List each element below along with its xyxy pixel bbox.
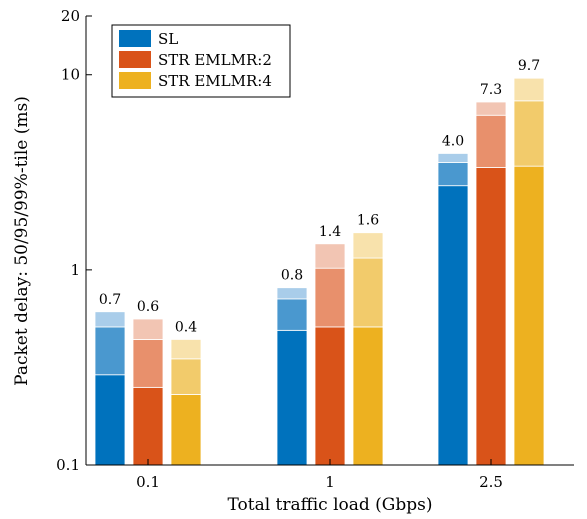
legend: SL STR EMLMR:2 STR EMLMR:4 xyxy=(111,24,291,98)
bar-value-label: 0.6 xyxy=(137,299,159,315)
bar-value-label: 1.6 xyxy=(357,213,379,229)
legend-swatch xyxy=(119,51,151,68)
x-tick-label: 2.5 xyxy=(479,473,503,491)
bar-segment-p50 xyxy=(475,167,507,466)
bar-value-label: 0.4 xyxy=(175,319,197,335)
bar-value-label: 4.0 xyxy=(442,133,464,149)
x-tick-label: 1 xyxy=(325,473,335,491)
x-axis-title: Total traffic load (Gbps) xyxy=(227,495,432,515)
bar-segment-p95 xyxy=(276,298,308,331)
bar-segment-p50 xyxy=(94,374,126,466)
y-tick-label: 1 xyxy=(70,261,80,279)
bar-segment-p50 xyxy=(513,165,545,466)
legend-swatch xyxy=(119,72,151,89)
bar-segment-p50 xyxy=(132,386,164,466)
bar-segment-p50 xyxy=(170,394,202,466)
y-axis-ticks: 0.1 1 10 20 xyxy=(56,7,92,474)
bars xyxy=(94,77,545,466)
bar-segment-p95 xyxy=(314,267,346,328)
bar-segment-p95 xyxy=(170,358,202,395)
bar-segment-p95 xyxy=(352,257,384,328)
y-tick-label: 10 xyxy=(61,66,80,84)
bar-segment-p95 xyxy=(513,100,545,167)
y-axis-title: Packet delay: 50/95/99%-tile (ms) xyxy=(12,96,32,386)
bar-segment-p99 xyxy=(132,318,164,340)
legend-entry-label: STR EMLMR:4 xyxy=(158,72,272,90)
bar-segment-p50 xyxy=(314,326,346,466)
legend-entry-label: SL xyxy=(158,30,178,48)
legend-swatch xyxy=(119,30,151,47)
x-tick-label: 0.1 xyxy=(136,473,160,491)
bar-segment-p99 xyxy=(352,232,384,259)
bar-segment-p99 xyxy=(94,311,126,328)
bar-segment-p99 xyxy=(475,101,507,116)
x-axis-ticks: 0.1 1 2.5 xyxy=(136,459,503,491)
y-tick-label: 0.1 xyxy=(56,456,80,474)
bar-value-label: 0.7 xyxy=(99,292,121,308)
bar-value-label: 0.8 xyxy=(281,268,303,284)
bar-segment-p99 xyxy=(513,77,545,102)
bar-segment-p95 xyxy=(94,326,126,376)
bar-value-label: 7.3 xyxy=(480,82,502,98)
y-tick-label: 20 xyxy=(61,7,80,25)
bar-segment-p95 xyxy=(475,114,507,168)
legend-entry-label: STR EMLMR:2 xyxy=(158,51,272,69)
bar-segment-p50 xyxy=(352,326,384,466)
bar-segment-p99 xyxy=(170,339,202,360)
bar-segment-p95 xyxy=(437,162,469,187)
data-labels: 0.7 0.6 0.4 0.8 1.4 1.6 4.0 7.3 9.7 xyxy=(99,58,540,335)
bar-segment-p50 xyxy=(276,329,308,466)
bar-value-label: 1.4 xyxy=(319,224,341,240)
bar-segment-p95 xyxy=(132,339,164,388)
bar-segment-p99 xyxy=(314,243,346,269)
bar-segment-p99 xyxy=(276,287,308,300)
bar-segment-p99 xyxy=(437,153,469,163)
bar-value-label: 9.7 xyxy=(518,58,540,74)
bar-segment-p50 xyxy=(437,185,469,466)
